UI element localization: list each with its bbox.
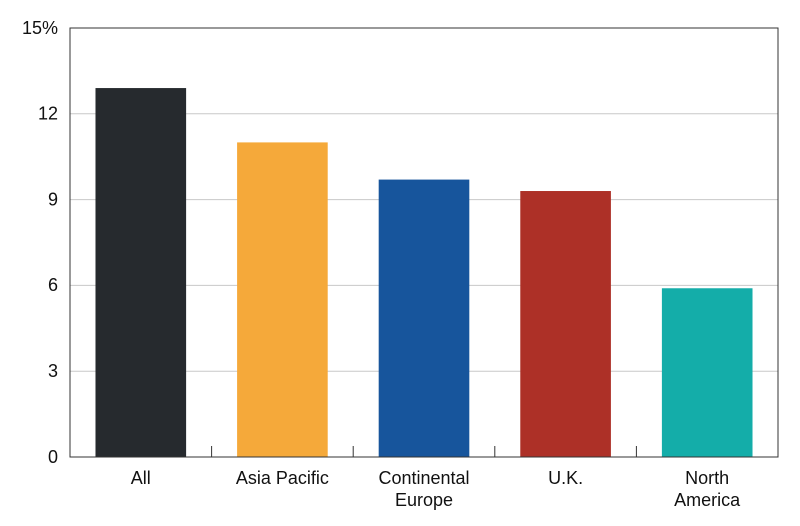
bar [237, 142, 328, 457]
x-tick-label: All [130, 468, 151, 488]
x-tick-label: North America [674, 468, 741, 510]
bar [520, 191, 611, 457]
bar [95, 88, 187, 457]
x-tick-label: Asia Pacific [235, 468, 329, 488]
x-tick-label: U.K. [548, 468, 584, 488]
bar [378, 179, 470, 457]
x-tick-label: Continental Europe [378, 468, 470, 510]
plot-frame [69, 27, 779, 458]
y-tick-label: 3 [48, 361, 58, 381]
y-tick-label: 6 [48, 275, 58, 295]
y-tick-label: 0 [48, 447, 58, 467]
y-tick-label: 15% [22, 18, 58, 38]
y-tick-label: 12 [38, 104, 58, 124]
y-tick-label: 9 [48, 189, 58, 209]
bar [661, 288, 753, 457]
